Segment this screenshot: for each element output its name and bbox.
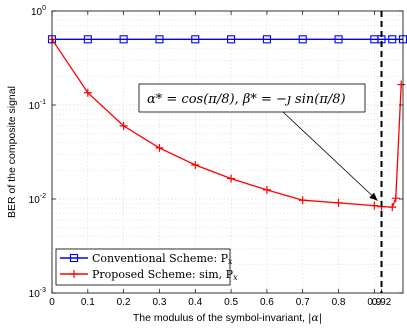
y-tick-label-0-exp: 0	[42, 5, 46, 12]
legend-item-proposed: Proposed Scheme: sim, Px	[60, 268, 238, 282]
y-tick-label-3-base: 10	[29, 289, 41, 300]
y-tick-label-2: 10-2	[29, 193, 46, 206]
series-1-point-5	[227, 174, 236, 183]
y-tick-label-2-base: 10	[29, 195, 41, 206]
series-0-point-7	[298, 35, 307, 44]
series-1-point-7	[298, 196, 307, 205]
series-0-point-4	[191, 35, 200, 44]
legend-box	[55, 248, 231, 286]
legend-label-conventional-sub: x	[228, 257, 233, 266]
annotation-box	[138, 83, 366, 113]
legend-label-proposed-name: Proposed Scheme: sim, P	[92, 268, 234, 281]
series-0-point-6	[262, 35, 271, 44]
series-0-point-8	[334, 35, 343, 44]
x-tick-label-8: 0.8	[332, 297, 346, 308]
y-tick-label-1: 10-1	[29, 99, 46, 112]
series-1-point-1	[83, 88, 92, 97]
x-tick-label-5: 0.5	[224, 297, 238, 308]
x-axis-label-math: |α|	[308, 312, 322, 325]
series-1-point-8	[334, 198, 343, 207]
y-tick-label-0: 100	[31, 5, 46, 18]
series-1-point-12	[391, 194, 400, 203]
series-1-point-2	[119, 121, 128, 130]
legend-label-proposed-sub: x	[233, 273, 238, 282]
series-0-point-2	[119, 35, 128, 44]
x-tick-label-6: 0.6	[260, 297, 274, 308]
y-axis-label: BER of the composite signal	[6, 86, 18, 218]
x-tick-label-0: 0	[49, 297, 55, 308]
series-0-point-1	[83, 35, 92, 44]
series-0-point-3	[155, 35, 164, 44]
x-axis-label-text: The modulus of the symbol-invariant,	[133, 312, 308, 324]
legend-marker-conventional	[69, 253, 79, 263]
x-tick-label-2: 0.2	[117, 297, 131, 308]
annotation-text: α* = cos(π/8), β* = −ȷ sin(π/8)	[147, 92, 346, 107]
y-tick-label-2-exp: -2	[40, 193, 46, 200]
series-1-point-3	[155, 143, 164, 152]
y-tick-label-3-exp: -3	[40, 287, 46, 294]
y-tick-label-0-base: 10	[31, 7, 43, 18]
y-tick-label-1-base: 10	[29, 101, 41, 112]
x-tick-label-10: 0.92	[372, 297, 392, 308]
legend-label-conventional-name: Conventional Scheme: P	[92, 252, 229, 265]
x-axis-label: The modulus of the symbol-invariant, |α|	[133, 312, 322, 325]
x-tick-label-7: 0.7	[296, 297, 310, 308]
x-tick-label-4: 0.4	[188, 297, 202, 308]
legend-marker-proposed	[70, 270, 78, 278]
series-0-point-11	[388, 35, 397, 44]
series-1-point-13	[397, 80, 406, 89]
y-tick-label-1-exp: -1	[40, 99, 46, 106]
legend: Conventional Scheme: Px Proposed Scheme:…	[55, 248, 238, 286]
x-tick-label-3: 0.3	[152, 297, 166, 308]
tick-layer: 0 0.1 0.2 0.3 0.4 0.5 0.6 0.7 0.8 0.90.9210010-11…	[29, 5, 403, 308]
grid	[52, 11, 403, 293]
legend-label-proposed: Proposed Scheme: sim, Px	[92, 268, 238, 282]
series-1-point-4	[191, 160, 200, 169]
y-tick-label-3: 10-3	[29, 287, 46, 300]
series-1-point-11	[388, 203, 397, 212]
annotation-arrowhead	[369, 192, 378, 201]
legend-item-conventional: Conventional Scheme: Px	[60, 252, 233, 266]
series-0-point-5	[227, 35, 236, 44]
plot-frame	[51, 10, 404, 294]
annotation: α* = cos(π/8), β* = −ȷ sin(π/8)	[138, 83, 378, 201]
series-1-point-6	[262, 185, 271, 194]
annotation-arrow	[282, 111, 378, 201]
x-tick-label-9: 0.9	[367, 297, 381, 308]
legend-label-conventional: Conventional Scheme: Px	[92, 252, 233, 266]
series-1-point-9	[370, 201, 379, 210]
x-tick-label-1: 0.1	[81, 297, 95, 308]
